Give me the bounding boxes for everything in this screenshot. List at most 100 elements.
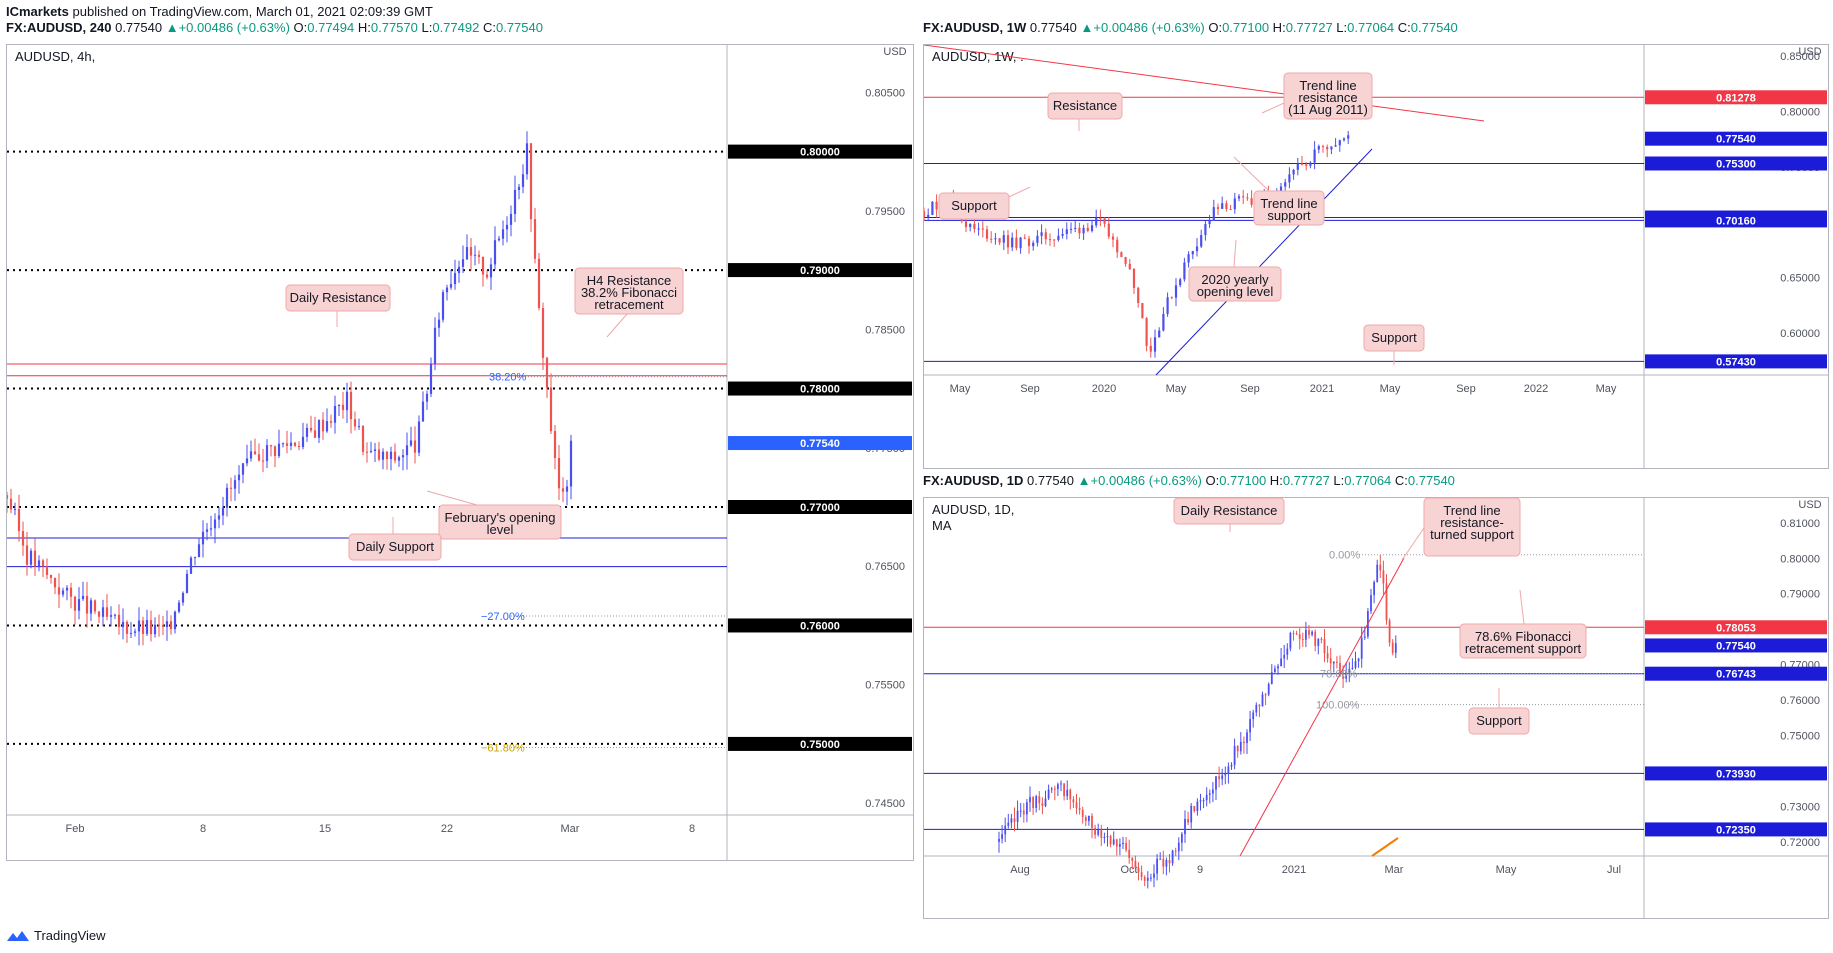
x-tick-label: 2021	[1282, 864, 1306, 876]
candle-body	[1289, 633, 1292, 649]
candle-body	[973, 223, 976, 230]
candle-body	[1171, 850, 1174, 864]
chart-panel-h4[interactable]: AUDUSD, 4h, USD 0.80500 0.79500 0.78500 0.775…	[6, 44, 914, 861]
candle-body	[1252, 712, 1255, 720]
high-w1: 0.77727	[1285, 20, 1333, 35]
candle-body	[41, 560, 45, 567]
candle-body	[29, 550, 33, 565]
footer-brand[interactable]: TradingView	[34, 928, 106, 943]
candle-body	[197, 544, 201, 558]
y-tick-label: 0.80500	[865, 87, 905, 99]
candle-body	[481, 256, 485, 275]
candle-body	[1295, 633, 1298, 635]
candle-body	[1137, 287, 1140, 304]
candle-body	[537, 258, 541, 309]
candle-body	[1221, 203, 1224, 209]
callout-text: resistance	[1298, 90, 1357, 105]
candle-body	[1146, 877, 1149, 881]
x-tick-label: Sep	[1020, 383, 1040, 395]
candle-body	[1347, 135, 1350, 139]
candle-body	[1145, 318, 1148, 346]
price-tag-label: 0.77540	[800, 438, 840, 450]
trend-line	[1371, 837, 1399, 857]
price-tag-label: 0.76743	[1716, 669, 1756, 681]
candle-body	[1001, 834, 1003, 839]
callout-box	[1283, 72, 1373, 120]
publisher-name[interactable]: ICmarkets	[6, 4, 69, 19]
callout-box	[1173, 498, 1285, 525]
y-tick-label: 0.60000	[1780, 328, 1820, 340]
candle-body	[389, 451, 393, 460]
change-d1: +0.00486 (+0.63%)	[1090, 473, 1202, 488]
candle-body	[1308, 629, 1310, 635]
tradingview-logo-icon[interactable]	[6, 929, 30, 943]
candle-body	[924, 211, 926, 218]
y-tick-label: 0.79500	[865, 206, 905, 218]
chart-panel-d1[interactable]: AUDUSD, 1D,MAUSD0.800000.790000.780000.7…	[923, 497, 1829, 919]
candle-body	[1035, 796, 1038, 808]
candle-body	[1195, 246, 1199, 252]
candle-body	[1050, 788, 1053, 790]
candle-body	[1165, 860, 1168, 867]
change-w1: +0.00486 (+0.63%)	[1093, 20, 1205, 35]
candle-body	[1208, 220, 1211, 225]
x-tick-label: Jul	[1607, 864, 1621, 876]
candle-body	[345, 391, 349, 411]
price-tag-box	[1645, 822, 1827, 837]
chart-d1[interactable]: AUDUSD, 1D,MAUSD0.800000.790000.780000.7…	[924, 498, 1828, 918]
candle-body	[393, 451, 397, 461]
candle-body	[57, 587, 61, 595]
candle-body	[1057, 784, 1059, 790]
candle-body	[998, 238, 1001, 243]
callout-box	[348, 533, 442, 561]
candle-body	[1158, 330, 1161, 338]
candle-body	[441, 292, 445, 320]
candle-body	[1004, 825, 1007, 835]
price-tag-box	[728, 500, 912, 514]
candle-body	[1150, 877, 1152, 879]
candle-body	[325, 421, 329, 432]
callout-text: Support	[951, 198, 997, 213]
callout-text: Daily Resistance	[1181, 503, 1278, 518]
annotation-callout: Support	[1468, 688, 1530, 735]
price-tag-box	[1645, 666, 1827, 681]
price-tag-label: 0.81278	[1716, 92, 1756, 104]
candle-body	[557, 458, 561, 489]
callout-text: Daily Resistance	[290, 290, 387, 305]
close-w1: 0.77540	[1410, 20, 1458, 35]
candle-body	[1385, 583, 1388, 621]
candle-body	[1208, 793, 1211, 795]
candle-body	[305, 427, 309, 437]
candle-body	[1061, 234, 1064, 236]
candle-body	[17, 508, 21, 532]
candle-body	[1053, 239, 1056, 241]
candle-body	[1029, 797, 1031, 803]
candle-body	[173, 611, 177, 630]
chart-panel-w1[interactable]: AUDUSD, 1W, .USD0.850000.800000.750000.7…	[923, 44, 1829, 469]
candle-body	[1088, 815, 1090, 821]
candle-body	[109, 615, 113, 617]
callout-text: Daily Support	[356, 539, 434, 554]
candle-body	[177, 602, 181, 612]
candle-body	[1351, 667, 1354, 669]
candle-body	[1255, 704, 1258, 713]
chart-w1[interactable]: AUDUSD, 1W, .USD0.850000.800000.750000.7…	[924, 45, 1828, 468]
candle-body	[373, 449, 377, 452]
candle-body	[1069, 228, 1073, 230]
candle-body	[1326, 653, 1329, 659]
candle-body	[1267, 684, 1270, 695]
candle-body	[329, 421, 333, 423]
callout-text: Trend line	[1299, 78, 1356, 93]
candle-body	[205, 529, 209, 532]
price-tag: 0.77000	[728, 500, 912, 514]
candle-body	[1196, 801, 1199, 812]
chart-h4[interactable]: AUDUSD, 4h, USD 0.80500 0.79500 0.78500 0.775…	[7, 45, 913, 860]
fib-label: 100.00%	[1316, 700, 1360, 712]
candle-body	[165, 621, 169, 628]
last-price-d1: 0.77540	[1027, 473, 1075, 488]
callout-pointer	[1401, 527, 1425, 561]
x-tick-label: May	[1496, 864, 1517, 876]
candle-body	[425, 393, 429, 402]
candle-body	[505, 224, 509, 230]
